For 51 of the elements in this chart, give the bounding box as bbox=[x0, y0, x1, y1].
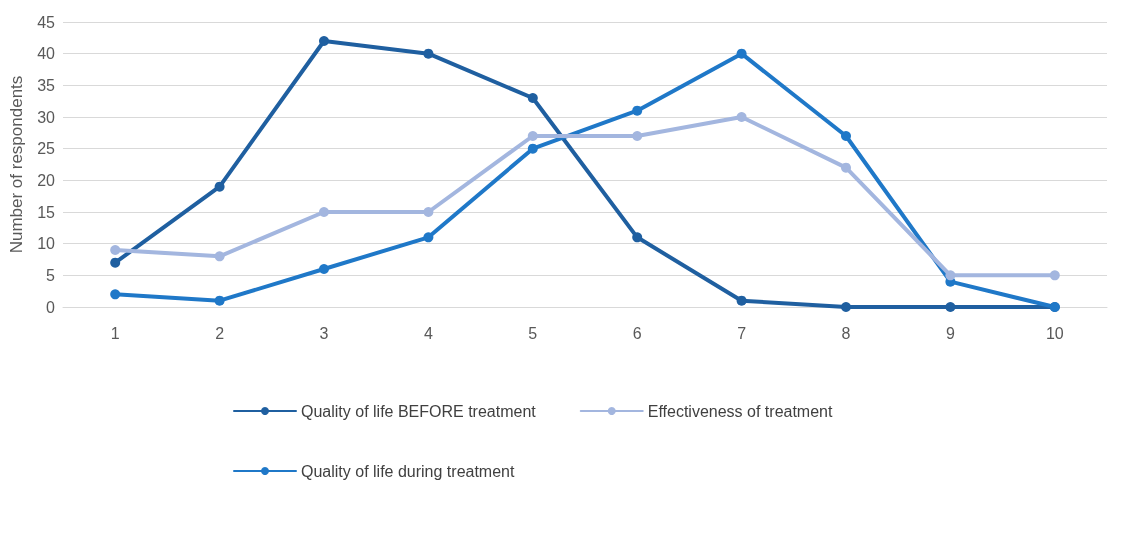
point bbox=[736, 48, 747, 59]
point bbox=[319, 264, 329, 274]
y-tick-label: 0 bbox=[46, 298, 56, 316]
y-tick-label: 10 bbox=[37, 235, 56, 253]
legend-label: Quality of life BEFORE treatment bbox=[301, 402, 537, 420]
x-tick-label: 6 bbox=[632, 324, 642, 342]
point bbox=[841, 302, 851, 312]
point bbox=[110, 245, 121, 255]
point bbox=[423, 207, 434, 217]
y-axis-title: Number of respondents bbox=[7, 75, 26, 254]
point bbox=[841, 131, 851, 141]
y-tick-label: 45 bbox=[37, 13, 56, 31]
x-tick-label: 2 bbox=[215, 324, 225, 342]
point bbox=[632, 232, 643, 243]
point bbox=[632, 131, 643, 141]
point bbox=[945, 302, 956, 312]
point bbox=[319, 207, 329, 217]
point bbox=[527, 93, 538, 103]
point bbox=[1049, 270, 1060, 281]
x-tick-label: 1 bbox=[110, 324, 120, 342]
point bbox=[632, 105, 643, 116]
point bbox=[841, 162, 851, 173]
point bbox=[110, 289, 121, 300]
point bbox=[319, 36, 329, 46]
point bbox=[527, 143, 538, 154]
point bbox=[214, 181, 225, 192]
point bbox=[214, 251, 225, 262]
point bbox=[214, 295, 225, 306]
x-tick-label: 4 bbox=[423, 324, 433, 342]
point bbox=[945, 270, 956, 281]
point bbox=[736, 112, 747, 122]
x-tick-label: 9 bbox=[945, 324, 955, 342]
y-tick-label: 20 bbox=[37, 171, 56, 189]
y-tick-label: 25 bbox=[37, 140, 56, 158]
x-tick-label: 8 bbox=[841, 324, 851, 342]
point bbox=[736, 295, 747, 306]
y-tick-label: 35 bbox=[37, 76, 56, 94]
y-tick-label: 40 bbox=[37, 45, 56, 63]
legend-label: Quality of life during treatment bbox=[301, 462, 515, 480]
y-tick-label: 15 bbox=[37, 203, 56, 221]
point bbox=[527, 131, 538, 141]
point bbox=[423, 232, 434, 243]
x-tick-label: 5 bbox=[528, 324, 538, 342]
point bbox=[423, 48, 434, 59]
legend-label: Effectiveness of treatment bbox=[647, 402, 833, 420]
x-tick-label: 7 bbox=[737, 324, 747, 342]
x-tick-label: 3 bbox=[319, 324, 329, 342]
y-tick-label: 5 bbox=[46, 266, 56, 284]
x-tick-label: 10 bbox=[1045, 324, 1064, 342]
y-tick-label: 30 bbox=[37, 108, 56, 126]
point bbox=[110, 257, 121, 268]
